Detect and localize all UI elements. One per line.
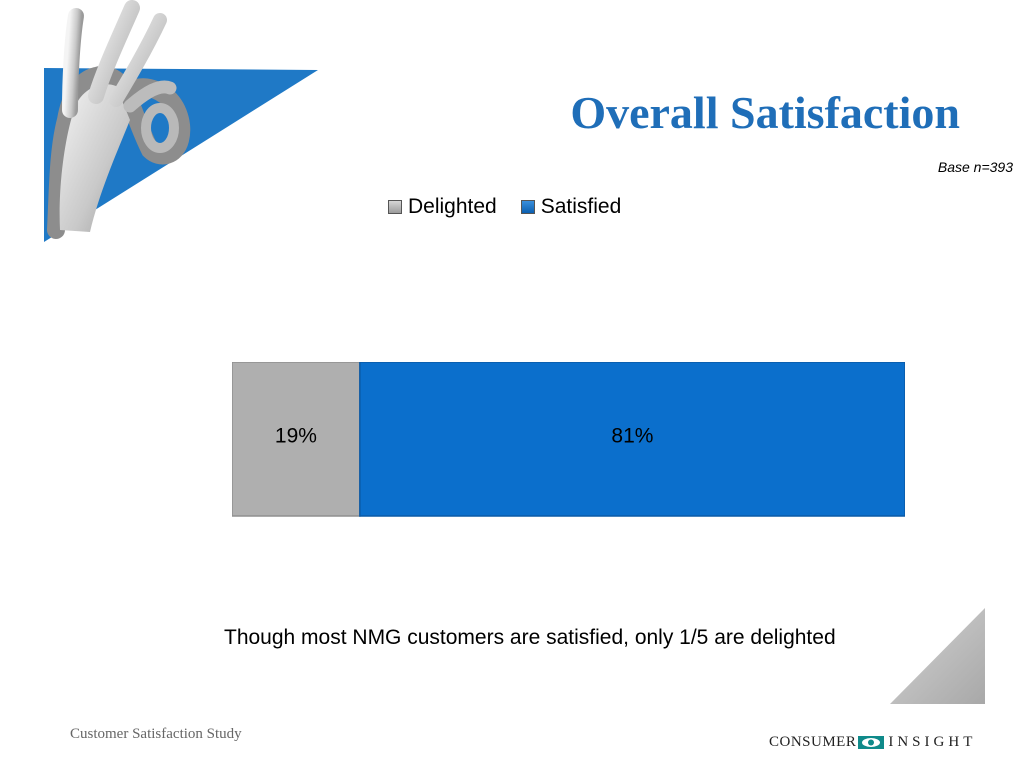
legend-item-satisfied: Satisfied [520,195,622,219]
gray-corner-triangle [890,608,985,704]
data-label-satisfied: 81% [611,425,653,448]
legend-label-satisfied: Satisfied [540,195,622,218]
chart-legend: Delighted Satisfied [388,195,621,219]
chart-caption: Though most NMG customers are satisfied,… [224,626,836,649]
eye-icon [858,736,885,749]
ok-hand-image [47,0,191,239]
logo-word-insight: INSIGHT [888,734,977,750]
legend-swatch-satisfied [520,200,535,214]
legend-item-delighted: Delighted [388,195,497,219]
legend-swatch-delighted [388,200,402,214]
stacked-bar-chart: 19% 81% [232,362,905,517]
footer-study-name: Customer Satisfaction Study [70,726,242,742]
data-label-delighted: 19% [275,425,317,448]
page-title: Overall Satisfaction [570,87,960,138]
logo-word-consumer: CONSUMER [769,734,857,750]
base-note: Base n=393 [937,159,1013,175]
legend-label-delighted: Delighted [408,195,497,218]
bar-segment-satisfied [359,362,905,517]
consumer-insight-logo: CONSUMER INSIGHT [769,734,976,751]
